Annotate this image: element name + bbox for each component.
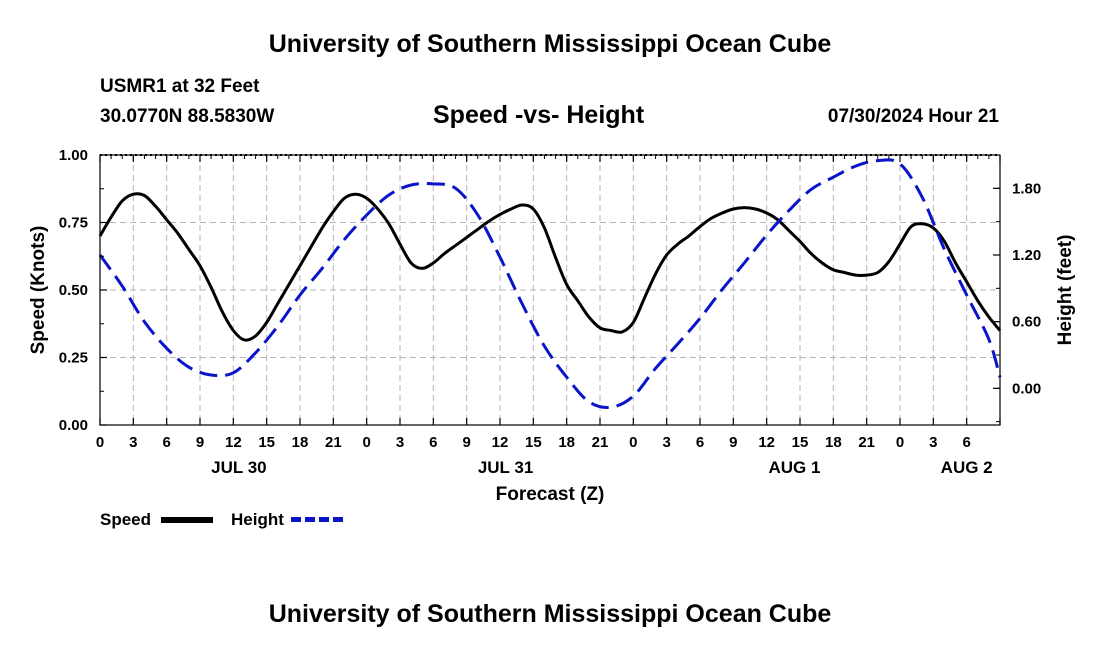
y-tick-label: 0.00 (59, 417, 88, 434)
height-series-line (98, 158, 1002, 409)
y2-tick-label: 0.60 (1012, 314, 1041, 331)
x-tick-label: 0 (896, 434, 904, 451)
y2-axis-title: Height (feet) (1055, 235, 1076, 346)
grid (99, 154, 1001, 426)
x-axis-title: Forecast (Z) (496, 484, 605, 505)
x-tick-label: 6 (162, 434, 170, 451)
x-tick-label: 3 (929, 434, 937, 451)
x-tick-label: 9 (729, 434, 737, 451)
axes (99, 154, 1001, 426)
date-label: AUG 1 (768, 458, 820, 477)
y2-tick-label: 1.80 (1012, 180, 1041, 197)
legend-height-label: Height (231, 510, 284, 529)
x-tick-label: 15 (258, 434, 275, 451)
x-tick-label: 15 (792, 434, 809, 451)
station-label: USMR1 at 32 Feet (100, 76, 260, 97)
date-label: JUL 31 (478, 458, 533, 477)
legend-height-swatch (291, 517, 343, 522)
coordinates-label: 30.0770N 88.5830W (100, 106, 275, 127)
speed-series-line (98, 192, 1002, 342)
x-tick-label: 0 (629, 434, 637, 451)
x-tick-label: 9 (196, 434, 204, 451)
x-tick-label: 21 (325, 434, 342, 451)
x-tick-label: 18 (825, 434, 842, 451)
x-tick-label: 12 (492, 434, 509, 451)
axis-text: 0 3 6 9 12 15 18 21 0 3 6 9 12 15 18 21 0 3 6 9 12 15 18 21 0 3 6 0… (28, 147, 1076, 505)
x-tick-label: 0 (96, 434, 104, 451)
y-tick-label: 0.75 (59, 215, 88, 232)
x-tick-label: 9 (462, 434, 470, 451)
x-tick-label: 6 (696, 434, 704, 451)
y-tick-label: 1.00 (59, 147, 88, 164)
x-tick-label: 3 (662, 434, 670, 451)
x-tick-label: 3 (396, 434, 404, 451)
x-tick-label: 21 (858, 434, 875, 451)
series-layer (98, 158, 1002, 409)
x-tick-label: 12 (225, 434, 242, 451)
forecast-date: 07/30/2024 Hour 21 (827, 106, 999, 127)
x-tick-label: 21 (592, 434, 609, 451)
x-tick-label: 6 (962, 434, 970, 451)
x-tick-label: 12 (758, 434, 775, 451)
x-tick-label: 0 (362, 434, 370, 451)
legend-speed-swatch (161, 517, 213, 523)
y-tick-label: 0.50 (59, 282, 88, 299)
page-title: University of Southern Mississippi Ocean… (268, 30, 832, 58)
y2-tick-label: 0.00 (1012, 380, 1041, 397)
x-tick-label: 6 (429, 434, 437, 451)
x-tick-label: 3 (129, 434, 137, 451)
y-axis-title: Speed (Knots) (28, 226, 49, 355)
footer-title: University of Southern Mississippi Ocean… (268, 600, 832, 628)
x-tick-label: 18 (558, 434, 575, 451)
date-label: JUL 30 (211, 458, 266, 477)
x-tick-label: 15 (525, 434, 542, 451)
date-label: AUG 2 (941, 458, 993, 477)
x-tick-label: 18 (292, 434, 309, 451)
legend-speed-label: Speed (100, 510, 152, 529)
chart-title: Speed -vs- Height (433, 101, 645, 129)
y-tick-label: 0.25 (59, 350, 88, 367)
y2-tick-label: 1.20 (1012, 247, 1041, 264)
